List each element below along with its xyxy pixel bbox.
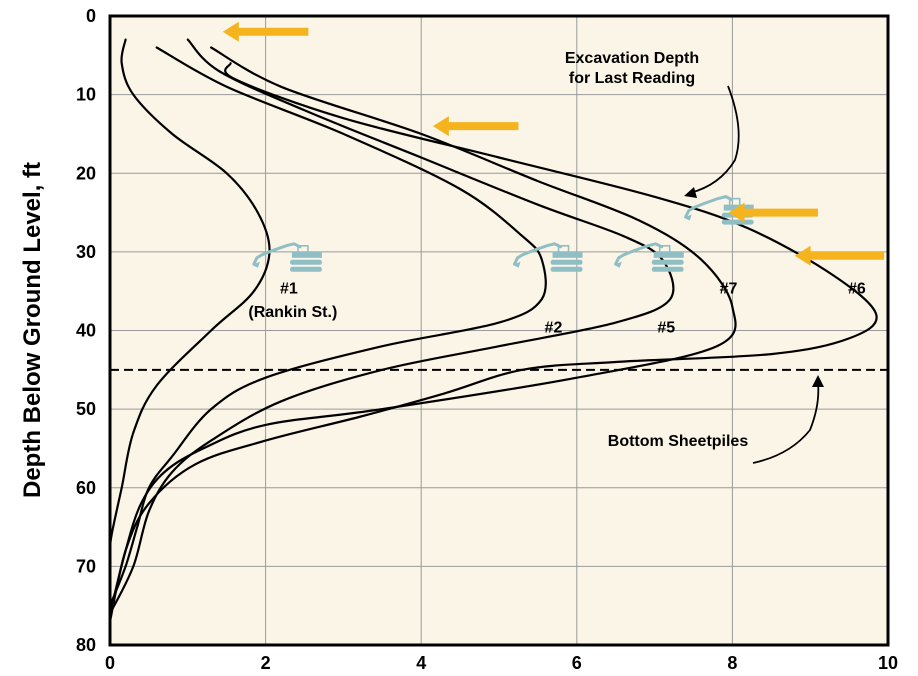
- series-line-no1: [108, 38, 271, 552]
- excavator-icon-3: [613, 242, 684, 272]
- y-tick-label-10: 10: [76, 85, 96, 105]
- series-label-1: #1: [280, 280, 298, 297]
- plot-frame: [108, 14, 890, 647]
- x-tick-label-4: 4: [416, 653, 426, 673]
- excavator-arm: [252, 242, 302, 266]
- sheetpiles-pointer-arrow: [752, 382, 820, 464]
- excavation-annotation-line1: Excavation Depth: [565, 50, 699, 67]
- sheetpiles-annotation: Bottom Sheetpiles: [608, 433, 749, 450]
- y-tick-label-80: 80: [76, 635, 96, 655]
- x-tick-label-0: 0: [105, 653, 115, 673]
- excavator-body: [291, 251, 322, 258]
- series-labels: #1 (Rankin St.) #2 #5 #7 #6: [248, 280, 865, 336]
- axis-tick-labels: 0 2 4 6 8 10 0 10 20 30 40 50 60 70 80: [76, 6, 898, 673]
- y-tick-label-20: 20: [76, 163, 96, 183]
- y-tick-label-60: 60: [76, 478, 96, 498]
- excavator-icons: [251, 195, 754, 272]
- excavator-track-lower: [289, 266, 322, 272]
- y-tick-label-0: 0: [86, 6, 96, 26]
- excavation-arrow-head: [432, 116, 449, 137]
- excavator-arm: [513, 242, 563, 266]
- excavation-arrow-head: [728, 202, 745, 223]
- excavation-arrow-1: [222, 21, 309, 42]
- excavator-track-lower: [721, 219, 754, 225]
- y-tick-label-50: 50: [76, 399, 96, 419]
- series-label-3: #2: [545, 320, 563, 337]
- excavator-track-upper: [651, 259, 684, 265]
- annotations: Excavation Depth for Last Reading Bottom…: [565, 50, 824, 464]
- y-tick-label-40: 40: [76, 321, 96, 341]
- x-tick-label-8: 8: [727, 653, 737, 673]
- excavator-arm: [614, 242, 664, 266]
- sheetpiles-pointer-arrowhead: [812, 375, 824, 387]
- x-tick-label-10: 10: [878, 653, 898, 673]
- excavation-arrow-2: [432, 116, 519, 137]
- excavator-track-upper: [289, 259, 322, 265]
- excavator-track-upper: [550, 259, 583, 265]
- excavation-arrows: [222, 21, 885, 266]
- excavator-body: [552, 251, 583, 258]
- excavator-bucket: [613, 261, 622, 268]
- excavator-bucket: [251, 261, 260, 268]
- x-tick-label-6: 6: [572, 653, 582, 673]
- excavation-annotation-line2: for Last Reading: [569, 70, 695, 87]
- series-line-no6: [108, 62, 878, 623]
- excavator-track-lower: [651, 266, 684, 272]
- series-label-6: #6: [848, 280, 866, 297]
- excavation-pointer-arrowhead: [684, 187, 697, 198]
- excavator-track-lower: [550, 266, 583, 272]
- excavator-icon-1: [251, 242, 322, 272]
- excavation-arrow-head: [794, 245, 811, 266]
- excavation-arrow-head: [222, 21, 239, 42]
- series-label-2: (Rankin St.): [248, 304, 337, 321]
- excavation-pointer-arrow: [689, 85, 740, 194]
- excavation-arrow-3: [728, 202, 818, 223]
- excavation-arrow-4: [794, 245, 885, 266]
- x-tick-label-2: 2: [261, 653, 271, 673]
- series-label-4: #5: [657, 320, 675, 337]
- excavator-arm: [684, 195, 734, 219]
- y-axis-label: Depth Below Ground Level, ft: [19, 162, 46, 498]
- series-lines: [108, 38, 878, 623]
- excavator-icon-2: [512, 242, 583, 272]
- series-label-5: #7: [720, 280, 738, 297]
- y-tick-label-70: 70: [76, 556, 96, 576]
- excavator-bucket: [512, 261, 521, 268]
- excavator-body: [653, 251, 684, 258]
- series-line-no5: [108, 38, 675, 615]
- excavator-bucket: [683, 214, 692, 221]
- y-tick-label-30: 30: [76, 242, 96, 262]
